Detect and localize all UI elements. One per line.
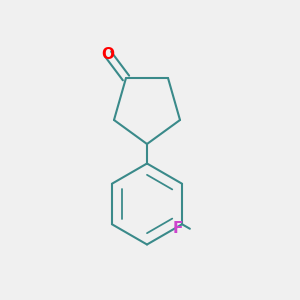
- Text: O: O: [101, 46, 115, 62]
- Text: F: F: [173, 221, 183, 236]
